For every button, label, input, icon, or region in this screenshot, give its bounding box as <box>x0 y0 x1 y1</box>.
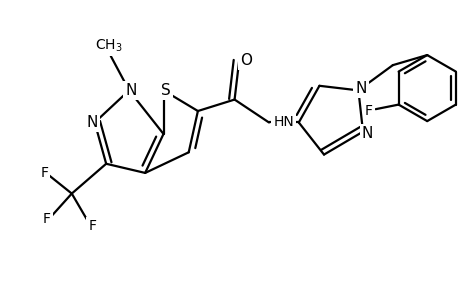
Text: N: N <box>361 126 372 141</box>
Text: S: S <box>161 83 170 98</box>
Text: CH$_3$: CH$_3$ <box>95 37 122 54</box>
Text: N: N <box>354 81 366 96</box>
Text: HN: HN <box>273 116 294 130</box>
Text: F: F <box>40 166 48 180</box>
Text: F: F <box>88 219 96 233</box>
Text: N: N <box>125 83 137 98</box>
Text: O: O <box>240 53 252 68</box>
Text: F: F <box>364 104 372 118</box>
Text: N: N <box>87 115 98 130</box>
Text: F: F <box>43 212 50 226</box>
